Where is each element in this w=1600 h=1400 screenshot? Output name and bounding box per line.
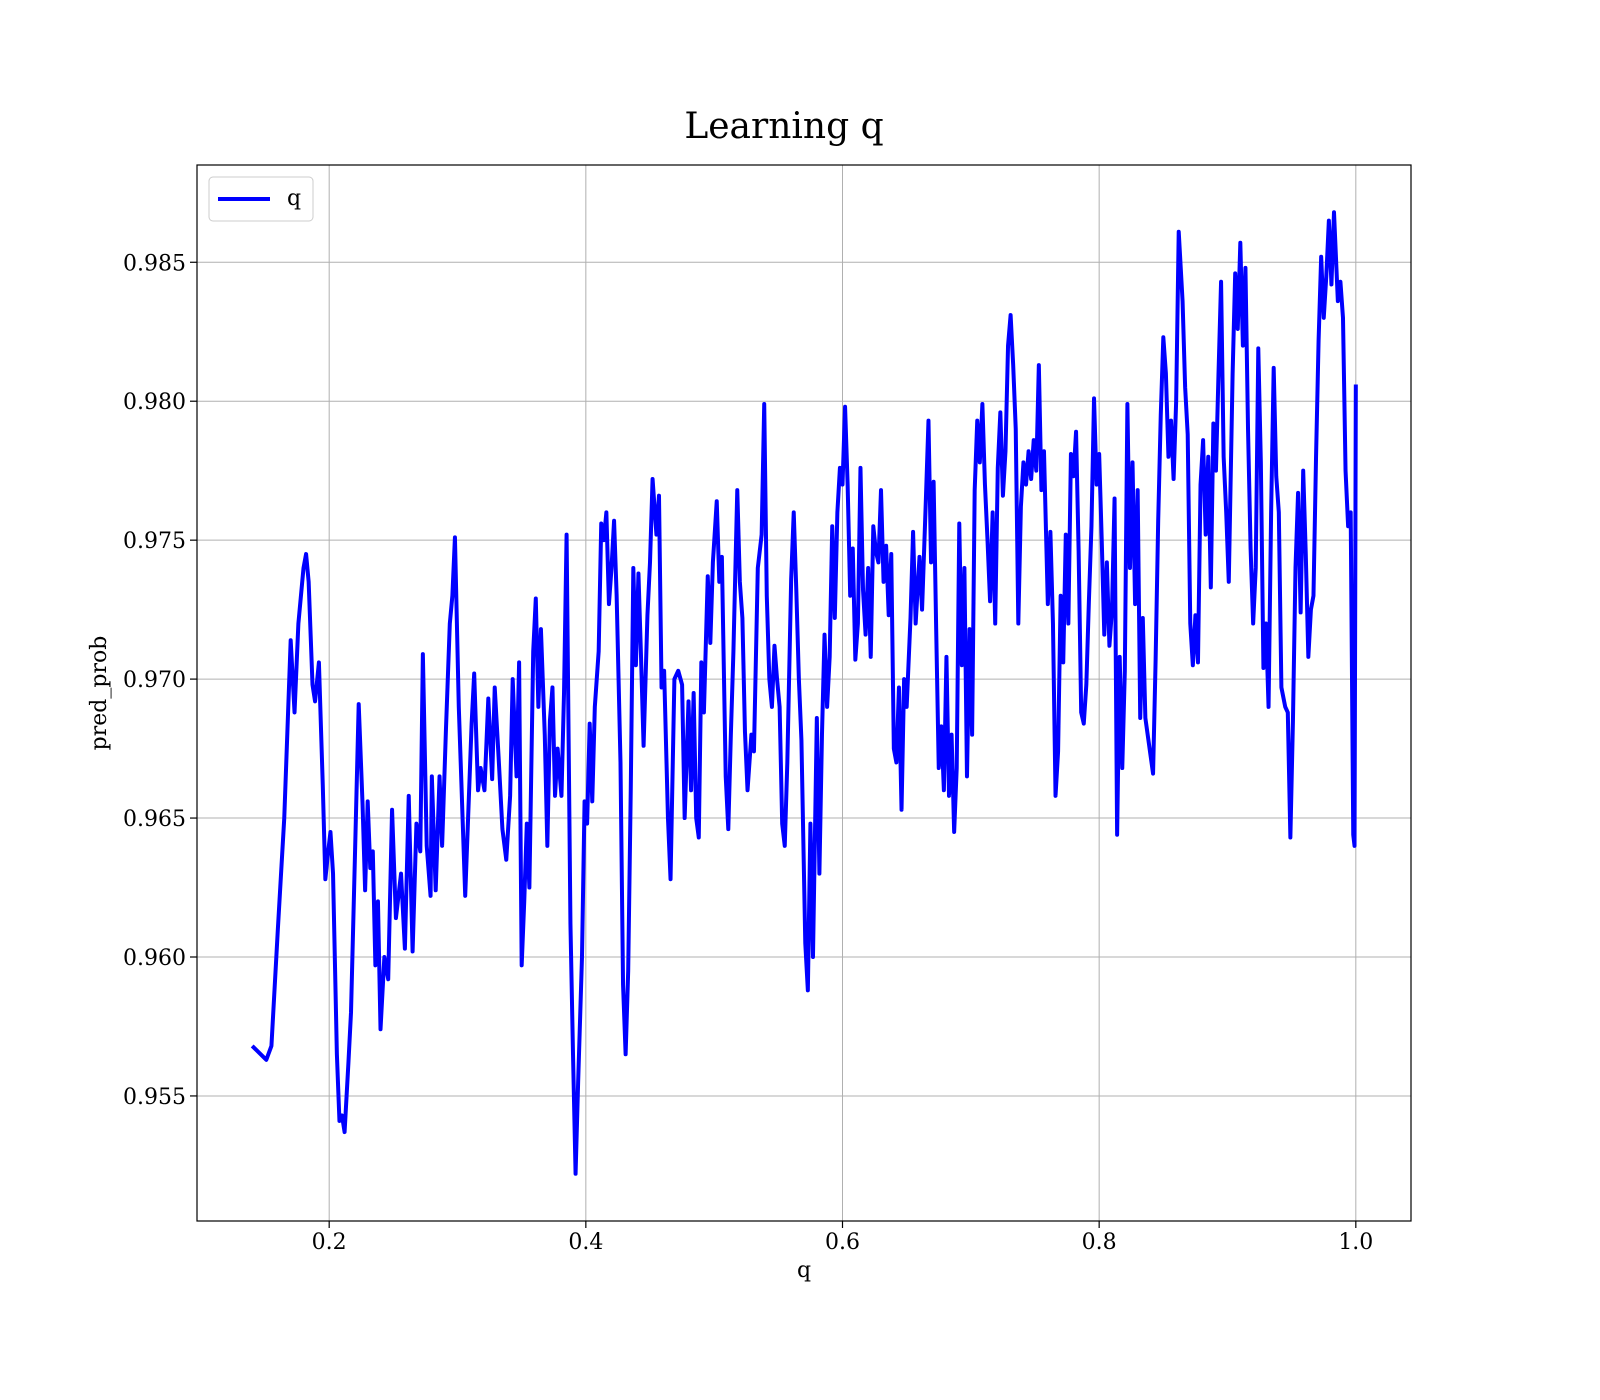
legend: q [208,176,314,222]
x-tick-label: 0.8 [1082,1230,1117,1255]
grid: 0.2 0.4 0.6 0.8 1.0 0.955 0.960 0.965 0.970 0.975… [123,165,1411,1255]
y-tick-label: 0.955 [123,1085,186,1110]
x-tick-label: 0.6 [825,1230,860,1255]
axes-frame [196,164,1412,1222]
x-axis-label: q [797,1258,811,1283]
y-tick-label: 0.965 [123,807,186,832]
y-axis-label: pred_prob [87,636,112,751]
y-tick-label: 0.985 [123,251,186,276]
x-tick-label: 1.0 [1338,1230,1373,1255]
chart-title: Learning q [684,106,883,147]
data-line [250,210,1358,1176]
y-tick-label: 0.960 [123,946,186,971]
x-tick-label: 0.2 [312,1230,347,1255]
y-tick-label: 0.975 [123,529,186,554]
x-tick-label: 0.4 [568,1230,603,1255]
legend-label: q [287,186,301,211]
y-tick-label: 0.980 [123,390,186,415]
y-tick-label: 0.970 [123,668,186,693]
plot [250,210,1358,1176]
